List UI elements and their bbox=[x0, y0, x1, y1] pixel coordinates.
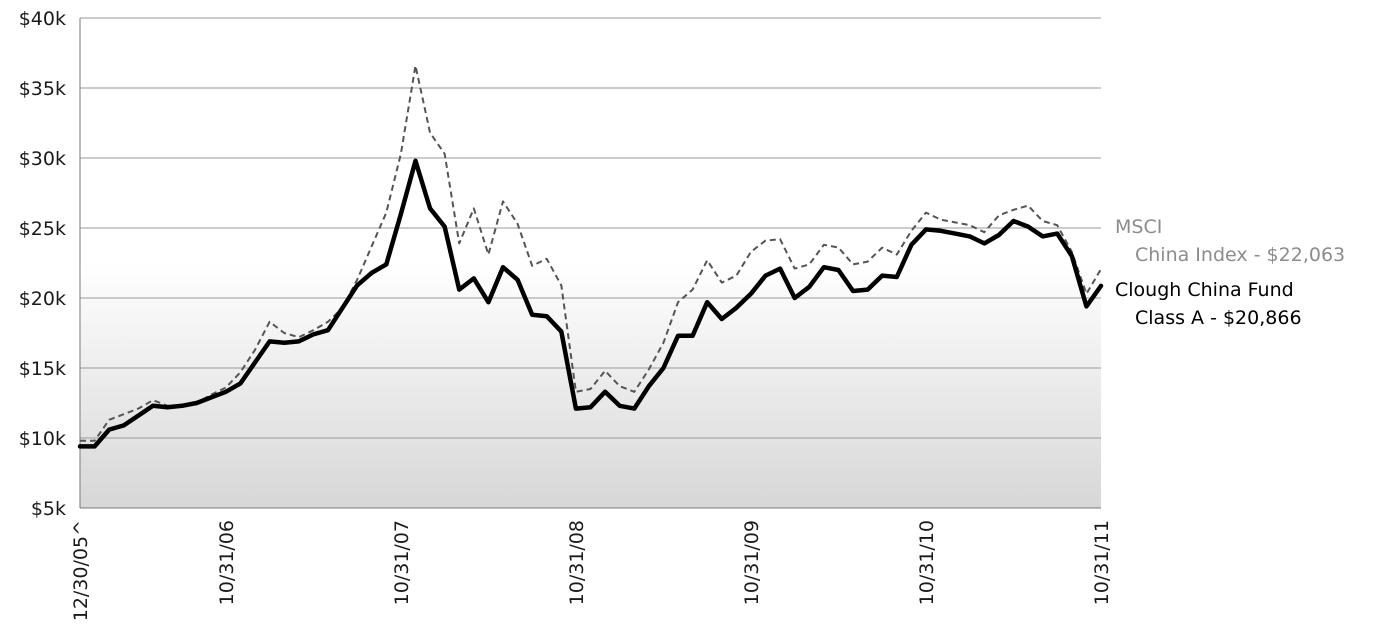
x-tick-label: 10/31/08 bbox=[566, 520, 588, 605]
y-tick-label: $5k bbox=[31, 498, 66, 520]
legend-label: Clough China Fund bbox=[1115, 279, 1294, 301]
legend-label: Class A - $20,866 bbox=[1135, 307, 1302, 329]
x-tick-label: 10/31/10 bbox=[916, 520, 938, 605]
y-tick-label: $35k bbox=[19, 78, 66, 100]
x-tick-label: 12/30/05^ bbox=[70, 520, 92, 621]
legend-label: China Index - $22,063 bbox=[1135, 244, 1345, 266]
y-tick-label: $40k bbox=[19, 8, 66, 30]
y-axis: $40k $35k $30k $25k $20k $15k $10k $5k bbox=[19, 8, 81, 520]
y-tick-label: $30k bbox=[19, 148, 66, 170]
series-lines bbox=[77, 64, 1104, 449]
x-axis: 12/30/05^ 10/31/06 10/31/07 10/31/08 10/31/0… bbox=[70, 507, 1113, 621]
y-tick-label: $20k bbox=[19, 288, 66, 310]
series-line-msci-china-index bbox=[80, 64, 1102, 442]
y-tick-label: $25k bbox=[19, 218, 66, 240]
x-tick-label: 10/31/11 bbox=[1091, 520, 1113, 605]
plot-area bbox=[80, 18, 1101, 508]
legend: MSCI China Index - $22,063 Clough China Fu… bbox=[1115, 216, 1345, 329]
x-tick-label: 10/31/09 bbox=[741, 520, 763, 605]
y-tick-label: $15k bbox=[19, 358, 66, 380]
x-tick-label: 10/31/06 bbox=[216, 520, 238, 605]
y-tick-label: $10k bbox=[19, 428, 66, 450]
legend-label: MSCI bbox=[1115, 216, 1162, 238]
x-tick-label: 10/31/07 bbox=[391, 520, 413, 605]
series-line-clough-china-fund bbox=[77, 158, 1104, 449]
